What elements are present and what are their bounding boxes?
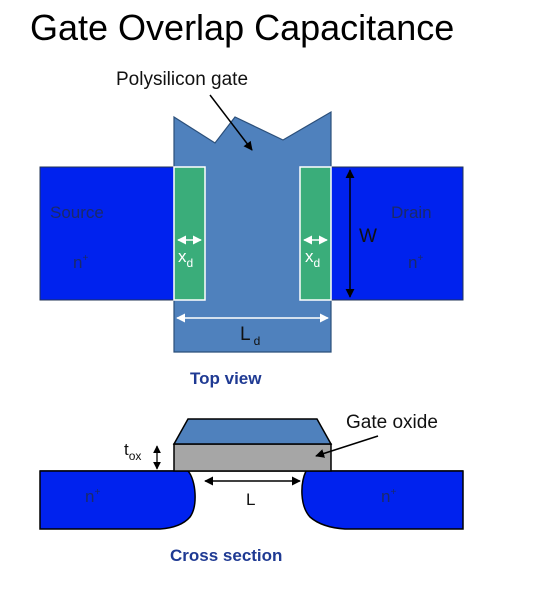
w-label: W	[359, 226, 377, 247]
overlap-left	[173, 166, 206, 301]
cross-section-caption: Cross section	[170, 546, 282, 565]
cross-section-gate	[172, 418, 333, 445]
oxide-leader-line	[315, 435, 379, 458]
xd-right-label: xd	[305, 247, 320, 270]
source-label: Source	[50, 203, 104, 222]
slide-title: Gate Overlap Capacitance	[30, 7, 454, 48]
polysilicon-gate	[173, 110, 332, 353]
drain-diffusion	[301, 470, 464, 530]
gate-oxide	[173, 443, 332, 472]
gate-oxide-label: Gate oxide	[346, 412, 438, 433]
top-view-caption: Top view	[190, 369, 262, 388]
polysilicon-gate-label: Polysilicon gate	[116, 69, 248, 90]
l-label: L	[246, 490, 255, 509]
cross-section: Gate oxide tox L n+ n+ Cross section	[39, 412, 464, 565]
drain-region	[330, 166, 464, 301]
source-diffusion	[39, 470, 196, 530]
source-region	[39, 166, 175, 301]
source-diffusion-nplus-label: n+	[85, 487, 100, 506]
drain-label: Drain	[391, 203, 432, 222]
tox-label: tox	[124, 440, 141, 463]
drain-nplus-label: n+	[408, 253, 423, 272]
overlap-right	[299, 166, 332, 301]
top-view: Polysilicon gate Source Drain n+ n+ xd x…	[39, 69, 464, 388]
source-nplus-label: n+	[73, 253, 88, 272]
gate-leader-line	[209, 94, 253, 151]
drain-diffusion-nplus-label: n+	[381, 487, 396, 506]
xd-left-label: xd	[178, 247, 193, 270]
